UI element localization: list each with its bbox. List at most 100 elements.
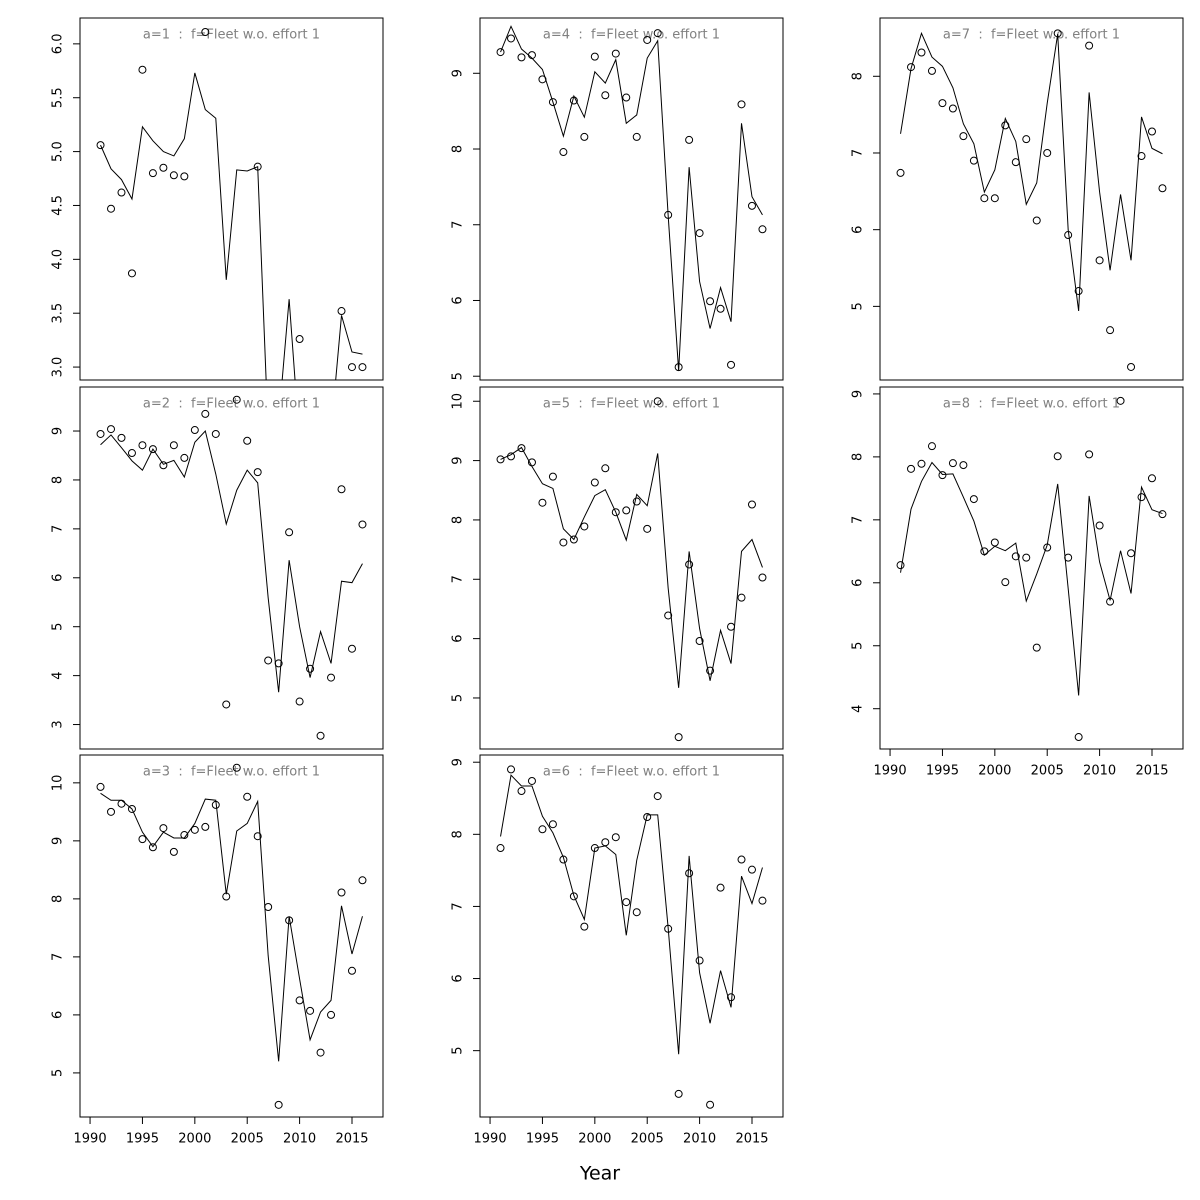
point: [959, 132, 968, 141]
point: [96, 141, 105, 150]
point: [611, 508, 620, 517]
point: [758, 225, 767, 234]
point: [653, 792, 662, 801]
y-tick-label: 8: [51, 476, 66, 484]
point: [507, 34, 516, 43]
point: [590, 844, 599, 853]
point: [917, 48, 926, 57]
y-tick-label: 10: [51, 775, 66, 792]
point: [1095, 521, 1104, 530]
point: [1053, 452, 1062, 461]
y-tick-label: 7: [851, 149, 866, 157]
fit-line: [900, 31, 1163, 312]
point: [727, 993, 736, 1002]
point: [917, 459, 926, 468]
point: [601, 838, 610, 847]
point: [1085, 450, 1094, 459]
x-tick-label: 2015: [735, 1132, 768, 1147]
point: [1116, 396, 1125, 405]
point: [706, 666, 715, 675]
y-tick-label: 4: [51, 671, 66, 679]
point: [580, 522, 589, 531]
point: [664, 611, 673, 620]
point: [138, 65, 147, 74]
y-tick-label: 5: [451, 372, 466, 380]
y-tick-label: 6: [51, 1011, 66, 1019]
y-tick-label: 8: [451, 830, 466, 838]
y-tick-label: 8: [51, 895, 66, 903]
point: [96, 782, 105, 791]
point: [653, 397, 662, 406]
point: [201, 409, 210, 418]
x-tick-label: 1995: [126, 1132, 159, 1147]
y-tick-label: 6: [851, 579, 866, 587]
point: [138, 835, 147, 844]
point: [517, 53, 526, 62]
panel-frame: [479, 754, 784, 1118]
point: [1147, 474, 1156, 483]
point: [264, 656, 273, 665]
x-tick-label: 2015: [335, 1132, 368, 1147]
x-tick-label: 1995: [926, 764, 959, 779]
y-tick-label: 3: [51, 720, 66, 728]
points: [96, 763, 367, 1109]
point: [201, 28, 210, 37]
point: [190, 825, 199, 834]
x-tick-label: 1990: [874, 764, 907, 779]
point: [1127, 549, 1136, 558]
x-tick-label: 2005: [1031, 764, 1064, 779]
point: [127, 269, 136, 278]
x-tick-label: 2010: [683, 1132, 716, 1147]
point: [1022, 135, 1031, 144]
y-tick-label: 7: [51, 953, 66, 961]
point: [148, 843, 157, 852]
point: [706, 1100, 715, 1109]
y-tick-label: 10: [451, 393, 466, 410]
point: [948, 459, 957, 468]
point: [138, 441, 147, 450]
points: [496, 765, 767, 1109]
point: [1147, 127, 1156, 136]
y-tick-label: 8: [851, 72, 866, 80]
point: [295, 697, 304, 706]
panel-title: a=6 : f=Fleet w.o. effort 1: [543, 765, 720, 780]
point: [117, 799, 126, 808]
point: [117, 433, 126, 442]
point: [737, 593, 746, 602]
point: [306, 664, 315, 673]
point: [527, 776, 536, 785]
panel-frame: [479, 17, 784, 381]
point: [222, 700, 231, 709]
x-tick-label: 1990: [74, 1132, 107, 1147]
y-tick-label: 9: [851, 390, 866, 398]
point: [737, 100, 746, 109]
point: [96, 429, 105, 438]
y-tick-label: 5.5: [51, 87, 66, 108]
points: [896, 29, 1167, 371]
point: [1106, 326, 1115, 335]
panel-title: a=2 : f=Fleet w.o. effort 1: [143, 397, 320, 412]
y-tick-label: 5: [451, 1047, 466, 1055]
y-tick-label: 6: [451, 974, 466, 982]
point: [517, 787, 526, 796]
x-tick-label: 1990: [474, 1132, 507, 1147]
point: [496, 48, 505, 57]
point: [211, 429, 220, 438]
y-tick-label: 9: [451, 69, 466, 77]
point: [990, 194, 999, 203]
y-tick-label: 3.0: [51, 357, 66, 378]
y-tick-label: 5: [451, 694, 466, 702]
point: [980, 194, 989, 203]
point: [1043, 148, 1052, 157]
y-tick-label: 6: [851, 226, 866, 234]
point: [695, 636, 704, 645]
point: [559, 855, 568, 864]
y-tick-label: 6: [451, 634, 466, 642]
point: [347, 363, 356, 372]
point: [1022, 553, 1031, 562]
point: [243, 436, 252, 445]
point: [927, 66, 936, 75]
y-tick-label: 5: [51, 623, 66, 631]
point: [747, 201, 756, 210]
y-tick-label: 4: [851, 705, 866, 713]
